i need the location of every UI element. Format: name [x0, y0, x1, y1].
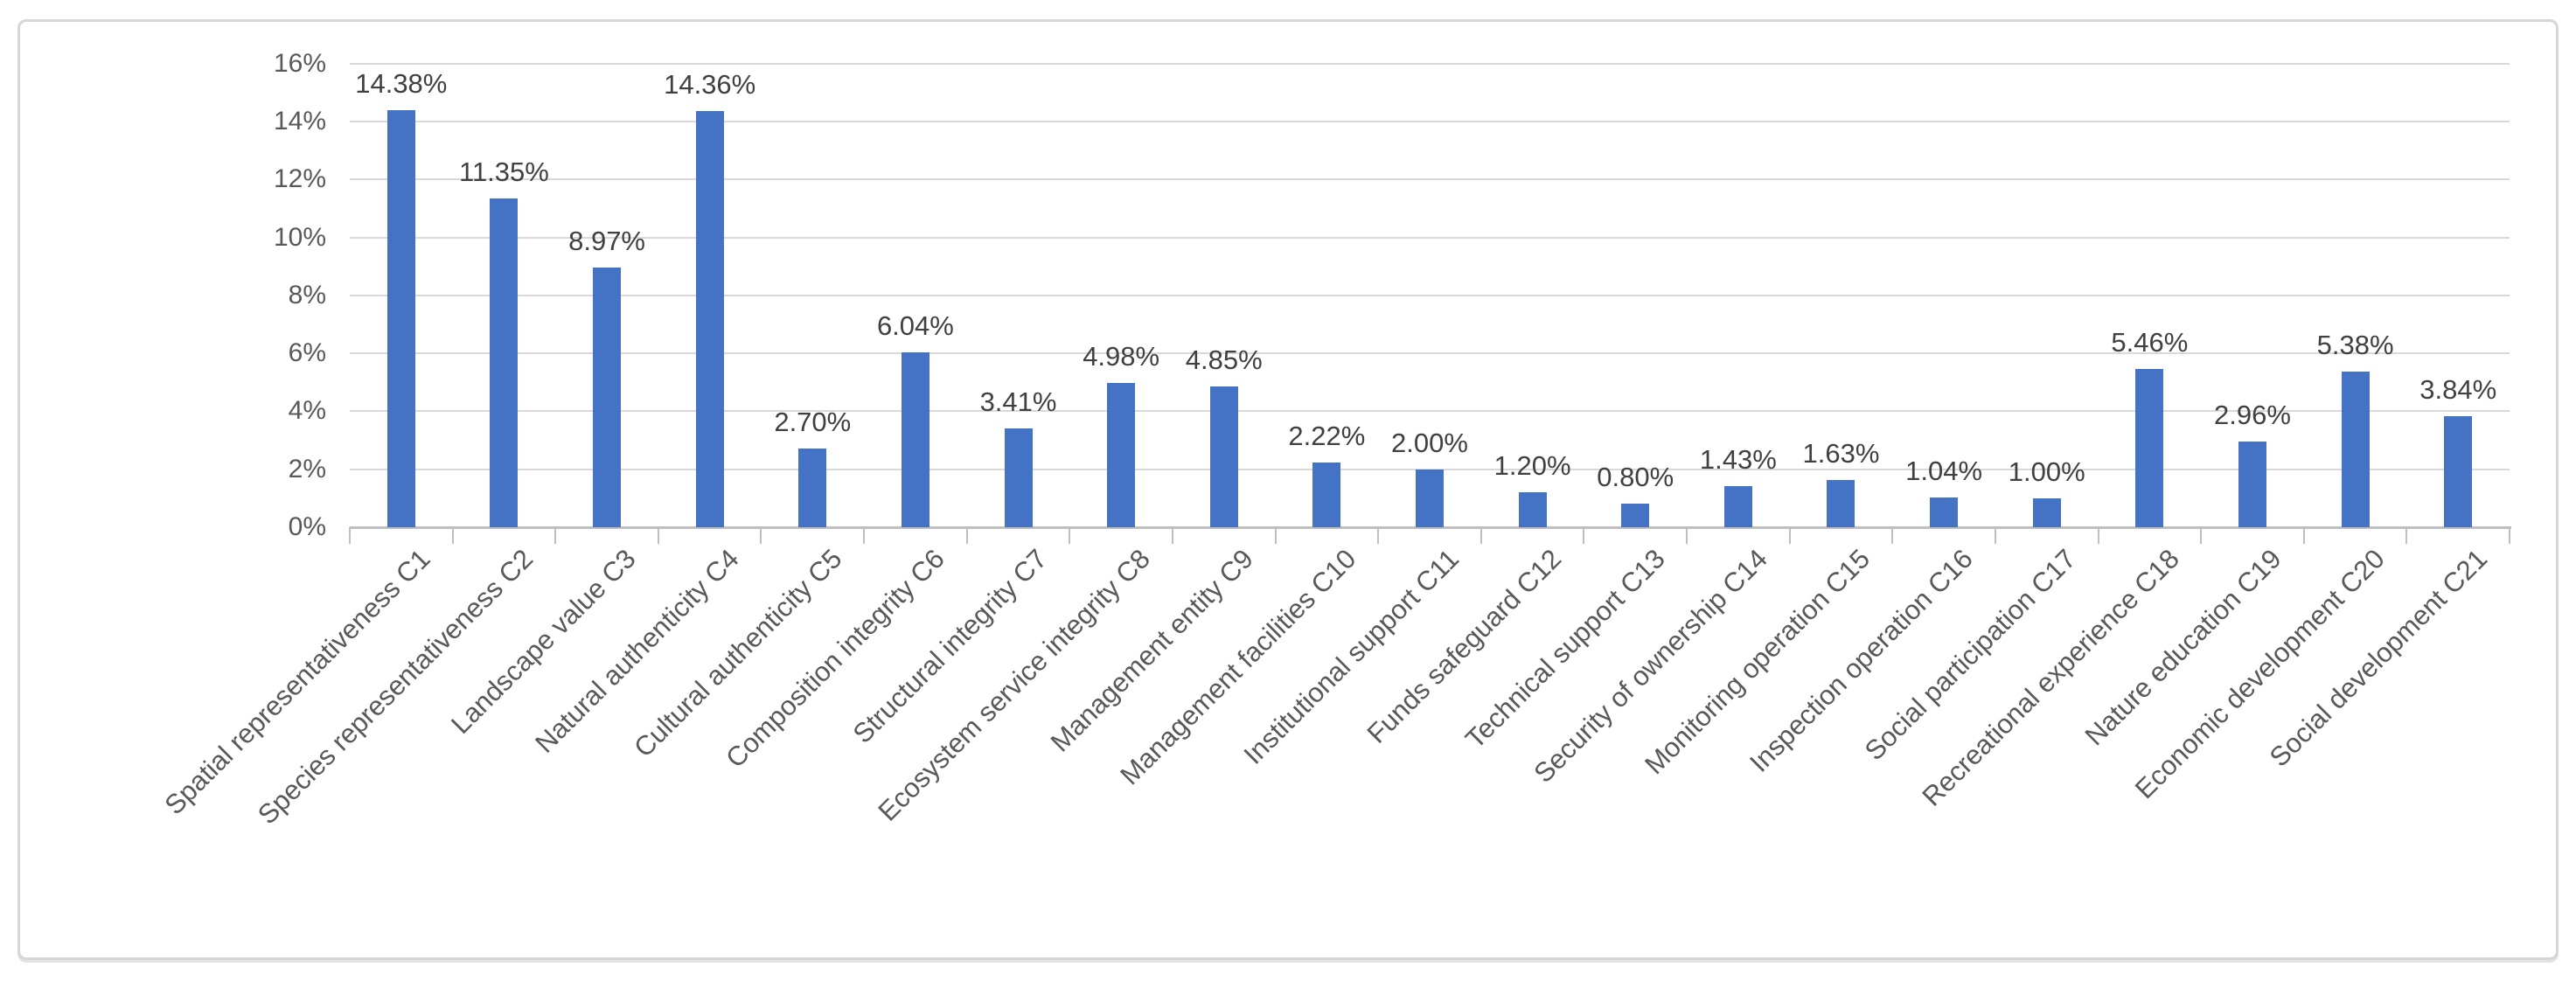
bar — [1416, 469, 1444, 527]
data-label: 3.41% — [979, 386, 1057, 417]
x-axis-tick — [1171, 527, 1173, 544]
bar — [695, 110, 724, 527]
bar — [1621, 504, 1650, 527]
y-axis-tick-label: 8% — [288, 280, 326, 310]
bar — [593, 267, 622, 527]
gridline — [350, 410, 2510, 413]
data-label: 0.80% — [1597, 462, 1674, 493]
bar — [1209, 386, 1238, 527]
y-axis-tick-label: 16% — [273, 48, 326, 78]
bar — [1930, 497, 1959, 527]
bar — [798, 449, 827, 527]
data-label: 14.38% — [355, 68, 448, 100]
gridline — [350, 178, 2510, 181]
gridline — [350, 352, 2510, 355]
x-axis-tick — [554, 527, 557, 544]
bar — [490, 198, 519, 527]
x-axis-tick — [451, 527, 454, 544]
bar — [386, 110, 415, 527]
bar — [901, 351, 929, 527]
x-axis-tick — [2405, 527, 2408, 544]
x-axis-tick — [1069, 527, 1071, 544]
bar — [1107, 382, 1136, 527]
data-label: 1.43% — [1699, 443, 1777, 475]
x-axis-tick — [2509, 527, 2510, 544]
data-label: 2.22% — [1288, 421, 1366, 452]
y-axis-tick-label: 2% — [288, 454, 326, 484]
y-axis-tick-label: 4% — [288, 396, 326, 426]
x-axis-tick — [2200, 527, 2203, 544]
data-label: 4.98% — [1083, 340, 1160, 372]
y-axis-tick-label: 6% — [288, 338, 326, 368]
data-label: 5.46% — [2111, 327, 2189, 358]
data-label: 8.97% — [568, 225, 645, 256]
y-axis-tick-label: 14% — [273, 106, 326, 136]
x-axis-tick — [1891, 527, 1894, 544]
data-label: 2.96% — [2213, 399, 2291, 430]
x-axis-tick — [1583, 527, 1585, 544]
data-label: 1.04% — [1905, 455, 1983, 486]
x-axis-tick — [349, 527, 351, 544]
x-axis-tick — [1274, 527, 1277, 544]
data-label: 1.63% — [1802, 437, 1880, 469]
data-label: 1.00% — [2008, 456, 2085, 487]
gridline — [350, 236, 2510, 239]
y-axis-tick-label: 0% — [288, 512, 326, 541]
x-axis-line — [350, 526, 2511, 529]
bar — [2238, 441, 2266, 527]
x-axis-tick — [1377, 527, 1380, 544]
x-axis-tick — [1994, 527, 1996, 544]
gridline — [350, 120, 2510, 122]
gridline — [350, 62, 2510, 65]
data-label: 4.85% — [1185, 344, 1263, 376]
bar — [1004, 428, 1033, 527]
bar — [2032, 497, 2061, 527]
x-axis-tick — [1788, 527, 1791, 544]
x-axis-tick — [2302, 527, 2305, 544]
data-label: 1.20% — [1493, 450, 1571, 482]
data-label: 2.00% — [1391, 427, 1468, 458]
y-axis-tick-label: 12% — [273, 164, 326, 194]
bar — [1827, 479, 1855, 527]
chart-frame — [17, 19, 2559, 960]
x-axis-tick — [657, 527, 659, 544]
bar — [1518, 492, 1547, 527]
bar — [1723, 485, 1752, 527]
gridline — [350, 294, 2510, 296]
x-axis-tick — [1479, 527, 1482, 544]
data-label: 5.38% — [2316, 329, 2394, 360]
data-label: 14.36% — [664, 68, 756, 100]
bar — [2444, 415, 2473, 527]
bar — [2341, 371, 2370, 527]
data-label: 3.84% — [2419, 373, 2497, 405]
bar — [2135, 369, 2164, 527]
x-axis-tick — [1686, 527, 1688, 544]
data-label: 2.70% — [774, 407, 852, 438]
data-label: 6.04% — [876, 310, 954, 341]
data-label: 11.35% — [459, 156, 549, 187]
bar — [1312, 463, 1341, 527]
x-axis-tick — [2097, 527, 2099, 544]
x-axis-tick — [863, 527, 866, 544]
x-axis-tick — [965, 527, 968, 544]
x-axis-tick — [760, 527, 762, 544]
y-axis-tick-label: 10% — [273, 222, 326, 252]
